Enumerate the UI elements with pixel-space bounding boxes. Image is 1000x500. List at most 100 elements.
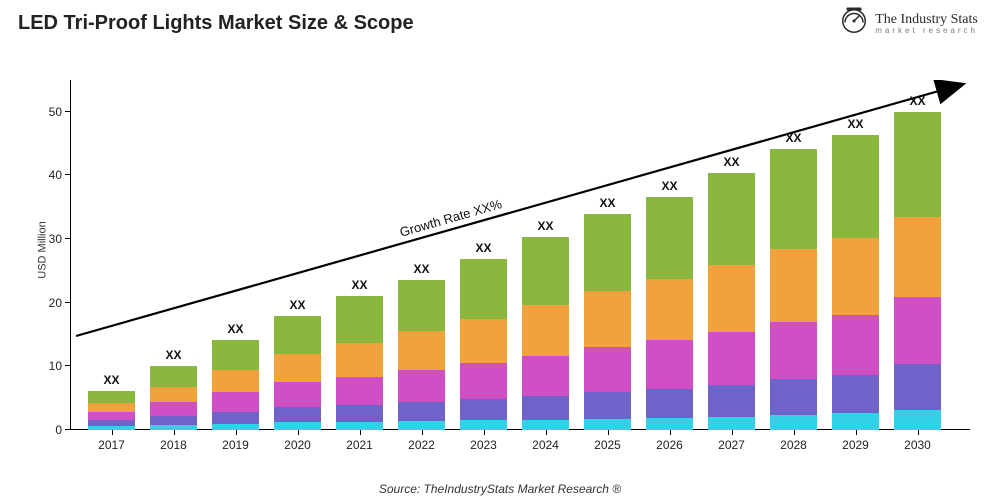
bar: XX (708, 173, 755, 430)
bar-segment (336, 422, 383, 430)
bar-segment (522, 356, 569, 396)
x-tick-mark (422, 430, 423, 435)
bar-segment (398, 421, 445, 430)
bar-value-label: XX (599, 196, 615, 210)
y-axis-line (70, 80, 71, 430)
bar-segment (894, 364, 941, 410)
bar-value-label: XX (227, 322, 243, 336)
bar-segment (584, 392, 631, 419)
brand-text: The Industry Stats market research (875, 13, 978, 35)
bar-value-label: XX (413, 262, 429, 276)
x-tick-label: 2021 (346, 438, 373, 452)
brand-line2: market research (875, 27, 978, 35)
y-tick-label: 50 (49, 105, 62, 119)
bar-segment (336, 405, 383, 422)
bar-segment (770, 322, 817, 379)
y-tick-mark (65, 365, 70, 366)
bar-segment (522, 237, 569, 305)
gauge-icon (839, 6, 869, 41)
bar-value-label: XX (723, 155, 739, 169)
bar: XX (770, 149, 817, 430)
x-tick-label: 2028 (780, 438, 807, 452)
bar: XX (522, 237, 569, 430)
x-tick-mark (112, 430, 113, 435)
bar-value-label: XX (785, 131, 801, 145)
bar-segment (460, 420, 507, 430)
bar-segment (832, 238, 879, 315)
bar-segment (212, 412, 259, 424)
bar-segment (770, 149, 817, 248)
x-tick-label: 2019 (222, 438, 249, 452)
bar-segment (460, 319, 507, 364)
bar-segment (274, 382, 321, 407)
y-tick-mark (65, 302, 70, 303)
bar-segment (88, 412, 135, 421)
x-tick-label: 2022 (408, 438, 435, 452)
bar-segment (336, 343, 383, 377)
bar-segment (708, 332, 755, 385)
bar-segment (460, 399, 507, 421)
y-tick-label: 30 (49, 232, 62, 246)
bar: XX (212, 340, 259, 430)
bar-segment (150, 387, 197, 402)
bar-segment (708, 173, 755, 265)
bar-segment (894, 217, 941, 297)
bar-segment (646, 197, 693, 280)
bar-segment (274, 354, 321, 383)
bar-segment (584, 347, 631, 392)
y-tick-mark (65, 111, 70, 112)
bar-value-label: XX (537, 219, 553, 233)
bar-segment (770, 379, 817, 415)
x-tick-mark (360, 430, 361, 435)
bar: XX (832, 135, 879, 430)
x-tick-label: 2024 (532, 438, 559, 452)
x-tick-label: 2023 (470, 438, 497, 452)
bar-segment (88, 391, 135, 402)
bar-segment (584, 291, 631, 348)
y-tick-mark (65, 238, 70, 239)
x-tick-mark (732, 430, 733, 435)
x-tick-mark (236, 430, 237, 435)
bar-value-label: XX (165, 348, 181, 362)
bar-value-label: XX (103, 373, 119, 387)
bar-segment (584, 214, 631, 290)
x-tick-label: 2029 (842, 438, 869, 452)
bar-segment (770, 415, 817, 430)
bar-segment (274, 316, 321, 354)
bar: XX (150, 366, 197, 430)
chart-title: LED Tri-Proof Lights Market Size & Scope (18, 12, 982, 35)
x-tick-mark (918, 430, 919, 435)
chart-plot-area: Growth Rate XX% 01020304050XX2017XX2018X… (70, 80, 970, 430)
bar-segment (212, 370, 259, 392)
x-tick-label: 2018 (160, 438, 187, 452)
bar-segment (212, 392, 259, 412)
bar-segment (336, 296, 383, 342)
y-axis-label: USD Million (37, 221, 49, 278)
bar-segment (460, 259, 507, 319)
bar-segment (894, 297, 941, 364)
bar: XX (646, 197, 693, 431)
bar-segment (832, 375, 879, 413)
bar-segment (336, 377, 383, 405)
x-tick-label: 2025 (594, 438, 621, 452)
x-tick-mark (608, 430, 609, 435)
x-tick-mark (484, 430, 485, 435)
bar-segment (770, 249, 817, 322)
bar-segment (708, 385, 755, 417)
bar-segment (584, 419, 631, 430)
chart-container: LED Tri-Proof Lights Market Size & Scope… (0, 0, 1000, 500)
bar-segment (832, 315, 879, 375)
x-tick-mark (298, 430, 299, 435)
bar-value-label: XX (475, 241, 491, 255)
x-tick-label: 2030 (904, 438, 931, 452)
x-tick-label: 2020 (284, 438, 311, 452)
bar-segment (646, 279, 693, 340)
y-tick-label: 10 (49, 359, 62, 373)
bar-value-label: XX (847, 117, 863, 131)
y-tick-label: 40 (49, 168, 62, 182)
bar-segment (832, 135, 879, 238)
bar-segment (460, 363, 507, 399)
bar-segment (150, 402, 197, 416)
bar-segment (398, 280, 445, 332)
bar-value-label: XX (661, 179, 677, 193)
